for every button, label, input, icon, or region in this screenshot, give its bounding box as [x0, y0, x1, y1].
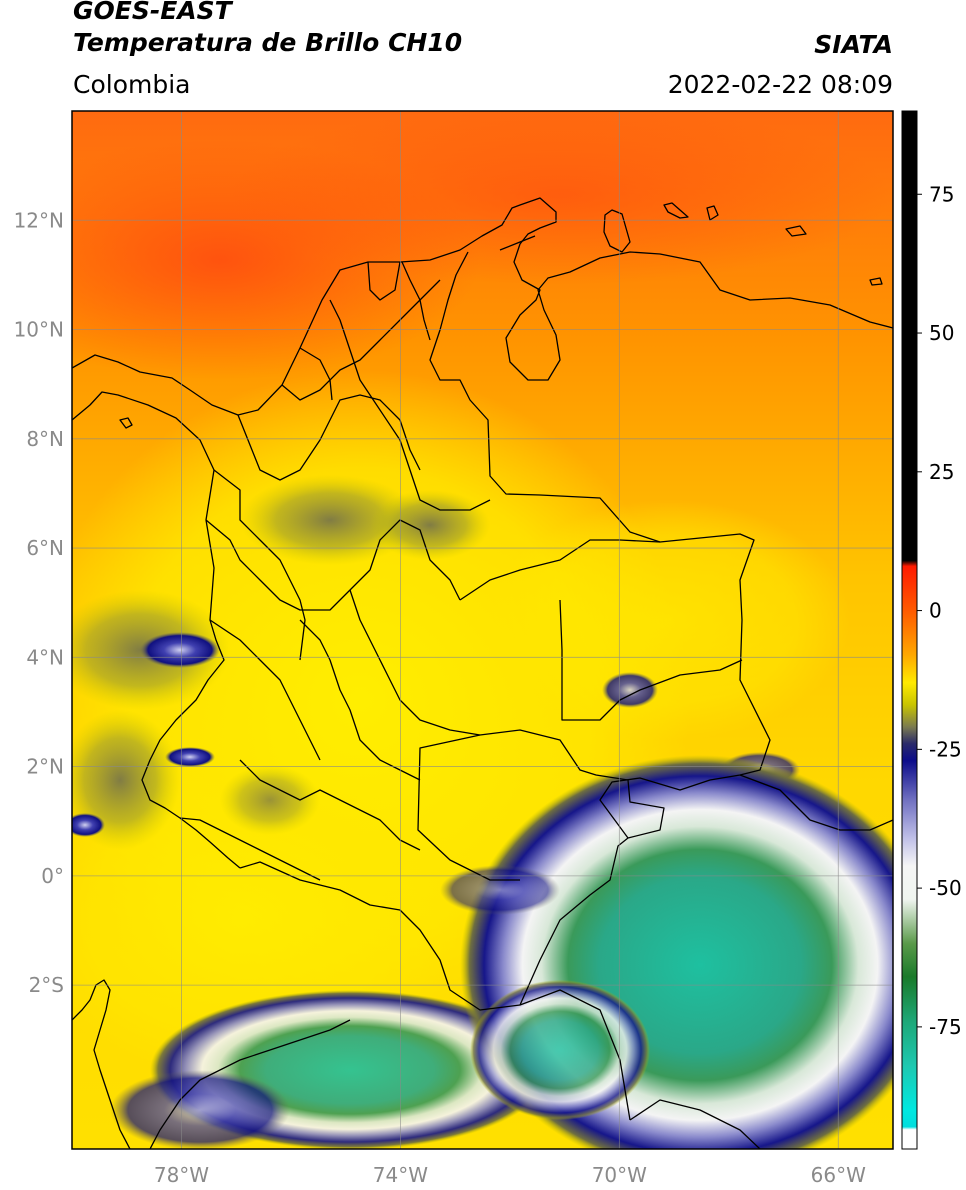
dept-border-16 [299, 347, 333, 401]
dept-border-15 [367, 261, 401, 301]
axis-labels: 78°W 74°W 70°W 66°W 12°N 10°N 8°N 6°N 4°N 2°N 0° 2°… [14, 208, 867, 1187]
coastline-guajira-detail [499, 235, 536, 251]
lat-tick-label: 0° [41, 864, 64, 888]
colorbar-ticks: 75 50 25 0 -25 -50 -75 [917, 182, 962, 1039]
coastline-ecuador [72, 979, 131, 1149]
map-frame [71, 110, 894, 1150]
satellite-title: GOES-EAST [73, 0, 232, 25]
convective-cell-tumaco [165, 747, 215, 767]
colorbar-tick-label: -50 [929, 876, 962, 900]
border-colombia-venezuela [429, 251, 771, 839]
lat-tick-label: 2°N [26, 755, 64, 779]
coastline-pacific [72, 391, 241, 869]
convective-cell-guainia [602, 672, 658, 708]
storm-edge-northwest [440, 865, 560, 915]
dept-border-4 [213, 469, 306, 661]
dept-border-12 [179, 817, 321, 881]
warm-region-north [230, 111, 890, 285]
storm-band-south [470, 980, 650, 1120]
colorbar-tick-label: 0 [929, 599, 942, 623]
lat-tick-label: 8°N [26, 427, 64, 451]
lon-tick-label: 78°W [154, 1163, 209, 1187]
colorbar-tick-label: 50 [929, 321, 954, 345]
cloud-cauca [220, 765, 320, 835]
island-small-3 [785, 225, 807, 237]
convective-cell-pacific [140, 632, 220, 668]
island-small-4 [869, 277, 883, 286]
cloud-band-andes-west [240, 475, 420, 565]
convective-cell-west [72, 813, 105, 837]
dept-border-14 [401, 261, 431, 341]
colorbar-tick-label: -75 [929, 1015, 962, 1039]
lon-tick-label: 70°W [592, 1163, 647, 1187]
coastline-caribbean [72, 197, 893, 416]
colorbar-tick-label: -25 [929, 737, 962, 761]
lat-tick-label: 2°S [29, 973, 64, 997]
island-curacao [603, 209, 631, 253]
dept-border-10 [559, 599, 743, 721]
lat-tick-label: 4°N [26, 645, 64, 669]
border-lines [72, 197, 893, 1149]
satellite-imagery [72, 111, 893, 1149]
dept-border-6 [209, 619, 321, 761]
lat-tick-label: 12°N [14, 208, 64, 232]
organization-label: SIATA [814, 30, 893, 59]
region-label: Colombia [73, 70, 191, 99]
island-small-2 [706, 205, 719, 221]
dept-border-11 [239, 759, 421, 851]
lat-tick-label: 10°N [14, 318, 64, 342]
gridlines [72, 111, 893, 1149]
cloud-pacific-south [72, 710, 180, 850]
dept-border-8 [349, 589, 481, 736]
colorbar-scale [901, 110, 918, 1150]
timestamp-label: 2022-02-22 08:09 [667, 70, 893, 99]
product-title: Temperatura de Brillo CH10 [73, 28, 463, 57]
cloud-band-andes-east [370, 490, 490, 560]
yellow-core-east [490, 500, 850, 740]
island-small-1 [663, 202, 689, 219]
storm-cell-far-southwest [110, 1070, 290, 1149]
colorbar-tick-label: 25 [929, 460, 954, 484]
border-venezuela-brazil [739, 774, 893, 831]
lon-tick-label: 66°W [811, 1163, 866, 1187]
lon-tick-label: 74°W [373, 1163, 428, 1187]
colorbar-tick-label: 75 [929, 182, 954, 206]
border-peru-brazil [629, 1099, 761, 1149]
border-colombia-south [239, 861, 631, 1121]
dept-border-2 [281, 279, 441, 401]
colorbar: 75 50 25 0 -25 -50 -75 [901, 110, 962, 1150]
coast-lake-small [119, 417, 133, 429]
lat-tick-label: 6°N [26, 536, 64, 560]
dept-border-9 [459, 539, 661, 601]
dept-border-13 [149, 1019, 351, 1149]
